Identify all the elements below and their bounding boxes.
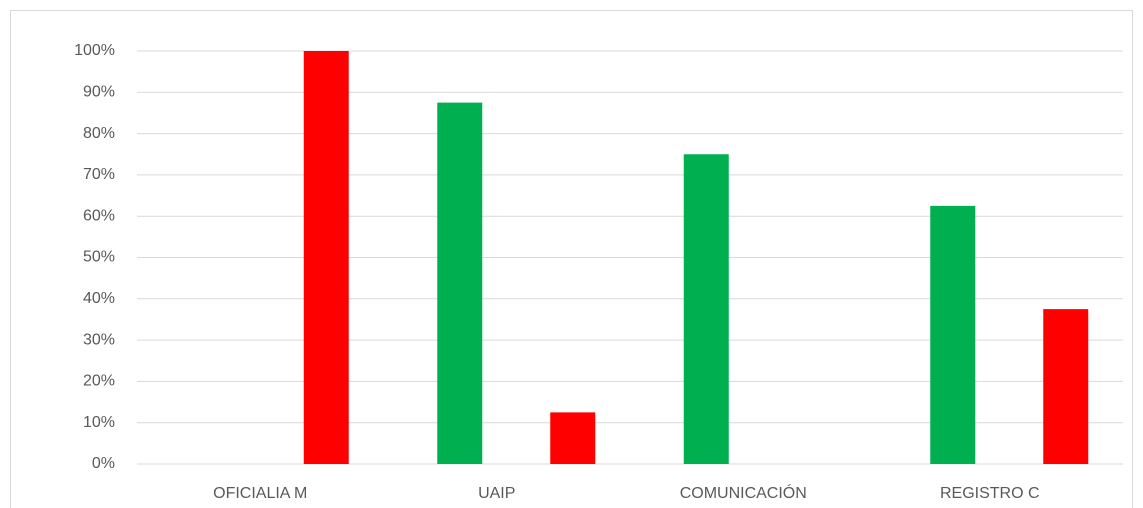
y-tick-label: 60%	[83, 207, 115, 224]
bar	[550, 412, 596, 464]
y-tick-label: 100%	[74, 42, 115, 59]
y-tick-label: 70%	[83, 166, 115, 183]
y-tick-label: 20%	[83, 373, 115, 390]
y-tick-label: 30%	[83, 331, 115, 348]
y-tick-label: 50%	[83, 249, 115, 266]
bar	[930, 205, 976, 464]
bar	[683, 154, 729, 464]
x-tick-label: REGISTRO C	[940, 485, 1040, 502]
y-tick-label: 0%	[92, 455, 115, 472]
bar	[1043, 309, 1089, 464]
x-tick-label: OFICIALIA M	[213, 485, 307, 502]
y-tick-label: 40%	[83, 290, 115, 307]
bar	[437, 102, 483, 464]
y-tick-label: 10%	[83, 414, 115, 431]
bar	[303, 51, 349, 464]
y-tick-label: 90%	[83, 84, 115, 101]
y-tick-label: 80%	[83, 125, 115, 142]
x-tick-label: COMUNICACIÓN	[680, 483, 807, 502]
x-tick-label: UAIP	[478, 485, 515, 502]
